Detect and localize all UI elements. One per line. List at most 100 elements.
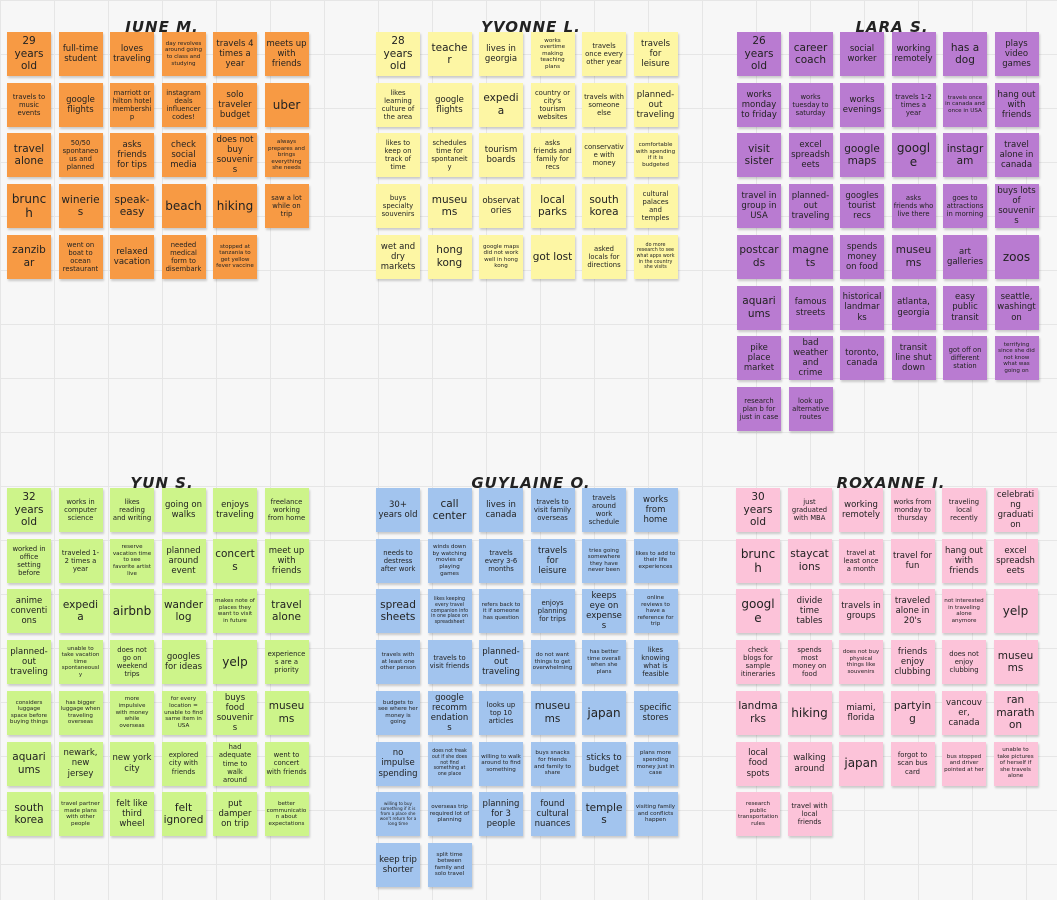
sticky-note[interactable]: travels with at least one other person xyxy=(376,640,420,685)
sticky-note[interactable]: atlanta, georgia xyxy=(891,285,936,330)
sticky-note[interactable]: stopped at tanzania to get yellow fever … xyxy=(213,234,257,279)
sticky-note[interactable]: new york city xyxy=(110,741,154,786)
sticky-note[interactable]: aquariums xyxy=(7,741,51,786)
sticky-note[interactable]: googles for ideas xyxy=(161,640,206,685)
sticky-note[interactable]: unable to take vacation time spontaneous… xyxy=(58,640,103,685)
sticky-note[interactable]: likes to keep on track of time xyxy=(376,133,420,178)
sticky-note[interactable]: working remotely xyxy=(891,32,936,76)
sticky-note[interactable]: forgot to scan bus card xyxy=(890,741,935,786)
sticky-note[interactable]: zanzibar xyxy=(7,234,51,279)
sticky-note[interactable]: google maps did not work well in hong ko… xyxy=(479,234,523,279)
sticky-note[interactable]: works monday to friday xyxy=(737,82,781,127)
sticky-note[interactable]: research plan b for just in case xyxy=(737,386,781,431)
sticky-note[interactable]: asks friends who live there xyxy=(891,184,936,229)
sticky-note[interactable]: 29 years old xyxy=(7,32,51,76)
sticky-note[interactable]: friends enjoy clubbing xyxy=(890,640,935,685)
sticky-note[interactable]: overseas trip required lot of planning xyxy=(427,792,472,837)
sticky-note[interactable]: observatories xyxy=(479,184,523,229)
sticky-note[interactable]: museums xyxy=(891,234,936,279)
sticky-note[interactable]: local food spots xyxy=(736,741,780,786)
sticky-note[interactable]: needs to destress after work xyxy=(376,538,420,583)
sticky-note[interactable]: japan xyxy=(839,741,883,786)
sticky-note[interactable]: hong kong xyxy=(427,234,472,279)
sticky-note[interactable]: has better time overall when she plans xyxy=(582,640,626,685)
sticky-note[interactable]: likes knowing what is feasible xyxy=(633,640,678,685)
sticky-note[interactable]: hang out with friends xyxy=(942,538,986,583)
sticky-note[interactable]: tries going somewhere they have never be… xyxy=(582,538,626,583)
sticky-note[interactable]: concerts xyxy=(213,538,257,583)
sticky-note[interactable]: refers back to it if someone has questio… xyxy=(479,589,523,634)
sticky-note[interactable]: famous streets xyxy=(788,285,833,330)
sticky-note[interactable]: pike place market xyxy=(737,336,781,381)
sticky-note[interactable]: got off on different station xyxy=(943,336,987,381)
sticky-note[interactable]: art galleries xyxy=(943,234,987,279)
sticky-note[interactable]: lives in canada xyxy=(479,488,523,532)
sticky-note[interactable]: travels for leisure xyxy=(633,32,678,76)
sticky-note[interactable]: wet and dry markets xyxy=(376,234,420,279)
sticky-note[interactable]: historical landmarks xyxy=(840,285,884,330)
sticky-note[interactable]: travel partner made plans with other peo… xyxy=(58,792,103,837)
sticky-note[interactable]: split time between family and solo trave… xyxy=(427,842,472,887)
sticky-note[interactable]: airbnb xyxy=(110,589,154,634)
sticky-note[interactable]: loves traveling xyxy=(110,32,154,76)
sticky-note[interactable]: landmarks xyxy=(736,690,780,735)
sticky-note[interactable]: willing to walk around to find something xyxy=(479,741,523,786)
sticky-note[interactable]: temples xyxy=(582,792,626,837)
sticky-note[interactable]: travel alone xyxy=(7,133,51,178)
sticky-note[interactable]: google recommendations xyxy=(427,690,472,735)
sticky-note[interactable]: solo traveler budget xyxy=(213,82,257,127)
sticky-note[interactable]: spends most money on food xyxy=(787,640,832,685)
sticky-note[interactable]: travel alone xyxy=(264,589,309,634)
sticky-note[interactable]: travels 1-2 times a year xyxy=(891,82,936,127)
sticky-note[interactable]: visiting family and conflicts happen xyxy=(633,792,678,837)
sticky-note[interactable]: excel spreadsheets xyxy=(993,538,1038,583)
sticky-note[interactable]: wanderlog xyxy=(161,589,206,634)
sticky-note[interactable]: uber xyxy=(264,82,309,127)
sticky-note[interactable]: for every location = unable to find same… xyxy=(161,690,206,735)
sticky-note[interactable]: museums xyxy=(530,690,575,735)
sticky-note[interactable]: social worker xyxy=(840,32,884,76)
sticky-note[interactable]: postcards xyxy=(737,234,781,279)
sticky-note[interactable]: always prepares and brings everything sh… xyxy=(264,133,309,178)
sticky-note[interactable]: beach xyxy=(161,184,206,229)
sticky-note[interactable]: look up alternative routes xyxy=(788,386,833,431)
sticky-note[interactable]: instagram deals influencer codes! xyxy=(161,82,206,127)
sticky-note[interactable]: felt ignored xyxy=(161,792,206,837)
sticky-note[interactable]: likes to add to their life experiences xyxy=(633,538,678,583)
sticky-note[interactable]: seattle, washington xyxy=(994,285,1039,330)
sticky-note[interactable]: museums xyxy=(264,690,309,735)
sticky-note[interactable]: toronto, canada xyxy=(840,336,884,381)
sticky-note[interactable]: planned around event xyxy=(161,538,206,583)
sticky-note[interactable]: travels for leisure xyxy=(530,538,575,583)
sticky-note[interactable]: excel spreadsheets xyxy=(788,133,833,178)
sticky-note[interactable]: zoos xyxy=(994,234,1039,279)
sticky-note[interactable]: keeps eye on expenses xyxy=(582,589,626,634)
sticky-note[interactable]: felt like third wheel xyxy=(110,792,154,837)
sticky-note[interactable]: put damper on trip xyxy=(213,792,257,837)
sticky-note[interactable]: online reviews to have a reference for t… xyxy=(633,589,678,634)
sticky-note[interactable]: schedules time for spontaneity xyxy=(427,133,472,178)
sticky-note[interactable]: does not go on weekend trips xyxy=(110,640,154,685)
sticky-note[interactable]: does not freak out if she does not find … xyxy=(427,741,472,786)
sticky-note[interactable]: japan xyxy=(582,690,626,735)
sticky-note[interactable]: buys specialty souvenirs xyxy=(376,184,420,229)
sticky-note[interactable]: google flights xyxy=(427,82,472,127)
sticky-note[interactable]: google flights xyxy=(58,82,103,127)
sticky-note[interactable]: 26 years old xyxy=(737,32,781,76)
sticky-note[interactable]: south korea xyxy=(582,184,626,229)
sticky-note[interactable]: just graduated with MBA xyxy=(787,488,832,532)
sticky-note[interactable]: buys snacks for friends and family to sh… xyxy=(530,741,575,786)
sticky-note[interactable]: planned-out traveling xyxy=(479,640,523,685)
sticky-note[interactable]: traveled alone in 20's xyxy=(890,589,935,634)
sticky-note[interactable]: travel in group in USA xyxy=(737,184,781,229)
sticky-note[interactable]: travels with someone else xyxy=(582,82,626,127)
sticky-note[interactable]: works from home xyxy=(633,488,678,532)
sticky-note[interactable]: anime conventions xyxy=(7,589,51,634)
sticky-note[interactable]: comfortable with spending if it is budge… xyxy=(633,133,678,178)
sticky-note[interactable]: 30 years old xyxy=(736,488,780,532)
sticky-note[interactable]: career coach xyxy=(788,32,833,76)
sticky-note[interactable]: newark, new jersey xyxy=(58,741,103,786)
sticky-note[interactable]: spreadsheets xyxy=(376,589,420,634)
sticky-note[interactable]: conservative with money xyxy=(582,133,626,178)
